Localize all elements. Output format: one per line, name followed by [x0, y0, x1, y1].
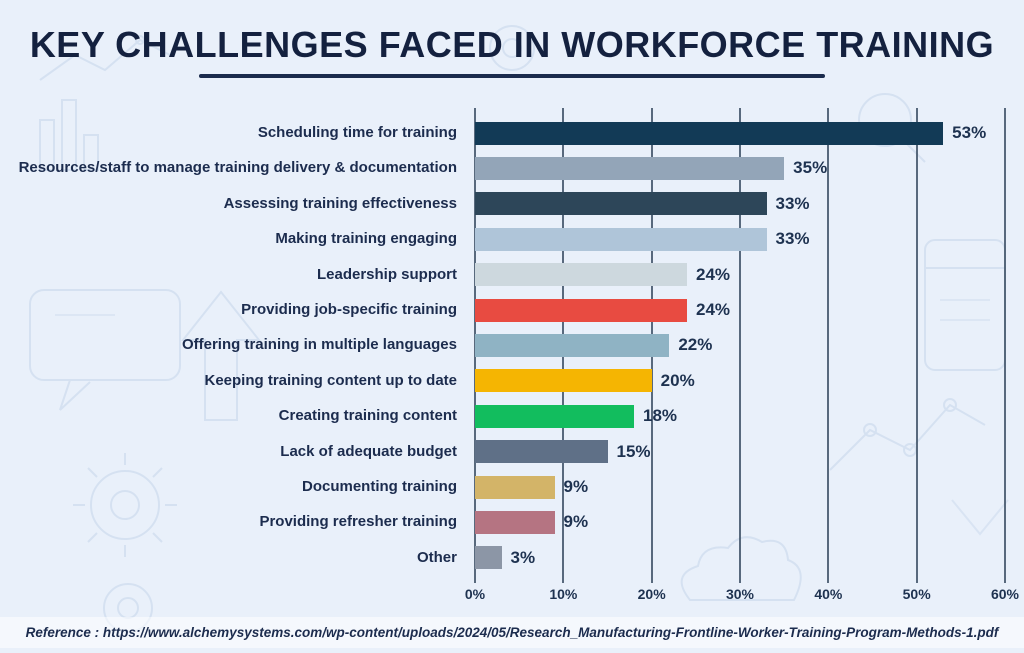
category-label: Assessing training effectiveness [223, 194, 457, 212]
bar-row: 53% [475, 121, 1024, 145]
bar [475, 510, 555, 534]
bar-row: 9% [475, 475, 1024, 499]
category-label: Keeping training content up to date [204, 371, 458, 389]
bar [475, 156, 785, 180]
bar-row: 20% [475, 369, 1024, 393]
bar-value-label: 53% [952, 123, 987, 142]
bar [475, 121, 944, 145]
category-labels: Scheduling time for training Resources/st… [0, 108, 466, 583]
bar [475, 546, 502, 570]
reference-text: Reference : https://www.alchemysystems.c… [25, 625, 999, 640]
bar-row: 9% [475, 510, 1024, 534]
bar [475, 440, 608, 464]
bar-row: 35% [475, 156, 1024, 180]
bar-row: 18% [475, 404, 1024, 428]
bar-row: 33% [475, 227, 1024, 251]
gridline [915, 108, 918, 583]
bar-row: 22% [475, 333, 1024, 357]
bar [475, 298, 687, 322]
bar [475, 369, 652, 393]
bar-value-label: 9% [563, 477, 589, 496]
bar-value-label: 22% [678, 335, 713, 355]
category-label: Resources/staff to manage training deliv… [18, 159, 457, 177]
gridline [827, 108, 830, 583]
bar-value-label: 24% [696, 300, 731, 319]
bar-value-label: 33% [775, 229, 810, 249]
bar-value-label: 20% [660, 370, 695, 390]
page-title: KEY CHALLENGES FACED IN WORKFORCE TRAINI… [29, 24, 995, 65]
bar-value-label: 3% [510, 547, 536, 567]
title-underline [199, 74, 825, 78]
x-tick-label: 60% [990, 586, 1020, 602]
x-tick-label: 50% [902, 586, 931, 602]
category-label: Providing job-specific training [241, 301, 457, 318]
bar-value-label: 9% [563, 512, 589, 532]
category-label: Offering training in multiple languages [181, 336, 457, 354]
bar-row: 24% [475, 263, 1024, 287]
category-label: Scheduling time for training [257, 124, 457, 141]
bar-row: 15% [475, 440, 1024, 464]
bar-value-label: 35% [793, 158, 828, 178]
x-tick-label: 0% [464, 586, 486, 602]
plot-area: 53% 35% 33% 33% 24% 24% 22% 20% 18% 15% 9% 9% 3% [474, 108, 1006, 583]
category-label: Leadership support [316, 265, 457, 283]
x-tick-label: 30% [725, 586, 755, 602]
bar-row: 24% [475, 298, 1024, 322]
bar-value-label: 33% [775, 193, 810, 213]
bar-row: 3% [475, 546, 1024, 570]
bar-value-label: 15% [616, 441, 651, 461]
category-label: Making training engaging [275, 230, 457, 248]
reference-strip: Reference : https://www.alchemysystems.c… [0, 617, 1024, 648]
bar-row: 33% [475, 192, 1024, 216]
x-tick-label: 40% [814, 586, 843, 602]
category-label: Other [416, 548, 457, 566]
category-label: Providing refresher training [259, 513, 457, 531]
bar-value-label: 24% [696, 264, 731, 284]
gridline [739, 108, 741, 583]
x-tick-label: 10% [549, 586, 578, 602]
x-axis: 0% 10% 20% 30% 40% 50% 60% [465, 586, 1019, 608]
bar [475, 263, 687, 287]
bar [475, 404, 634, 428]
bar [475, 192, 767, 216]
bar-value-label: 18% [643, 406, 678, 426]
bar [475, 227, 767, 251]
bar [475, 475, 555, 499]
category-label: Documenting training [302, 478, 457, 495]
category-label: Lack of adequate budget [280, 442, 457, 460]
x-tick-label: 20% [637, 586, 666, 602]
category-label: Creating training content [278, 407, 457, 425]
bar [475, 333, 670, 357]
